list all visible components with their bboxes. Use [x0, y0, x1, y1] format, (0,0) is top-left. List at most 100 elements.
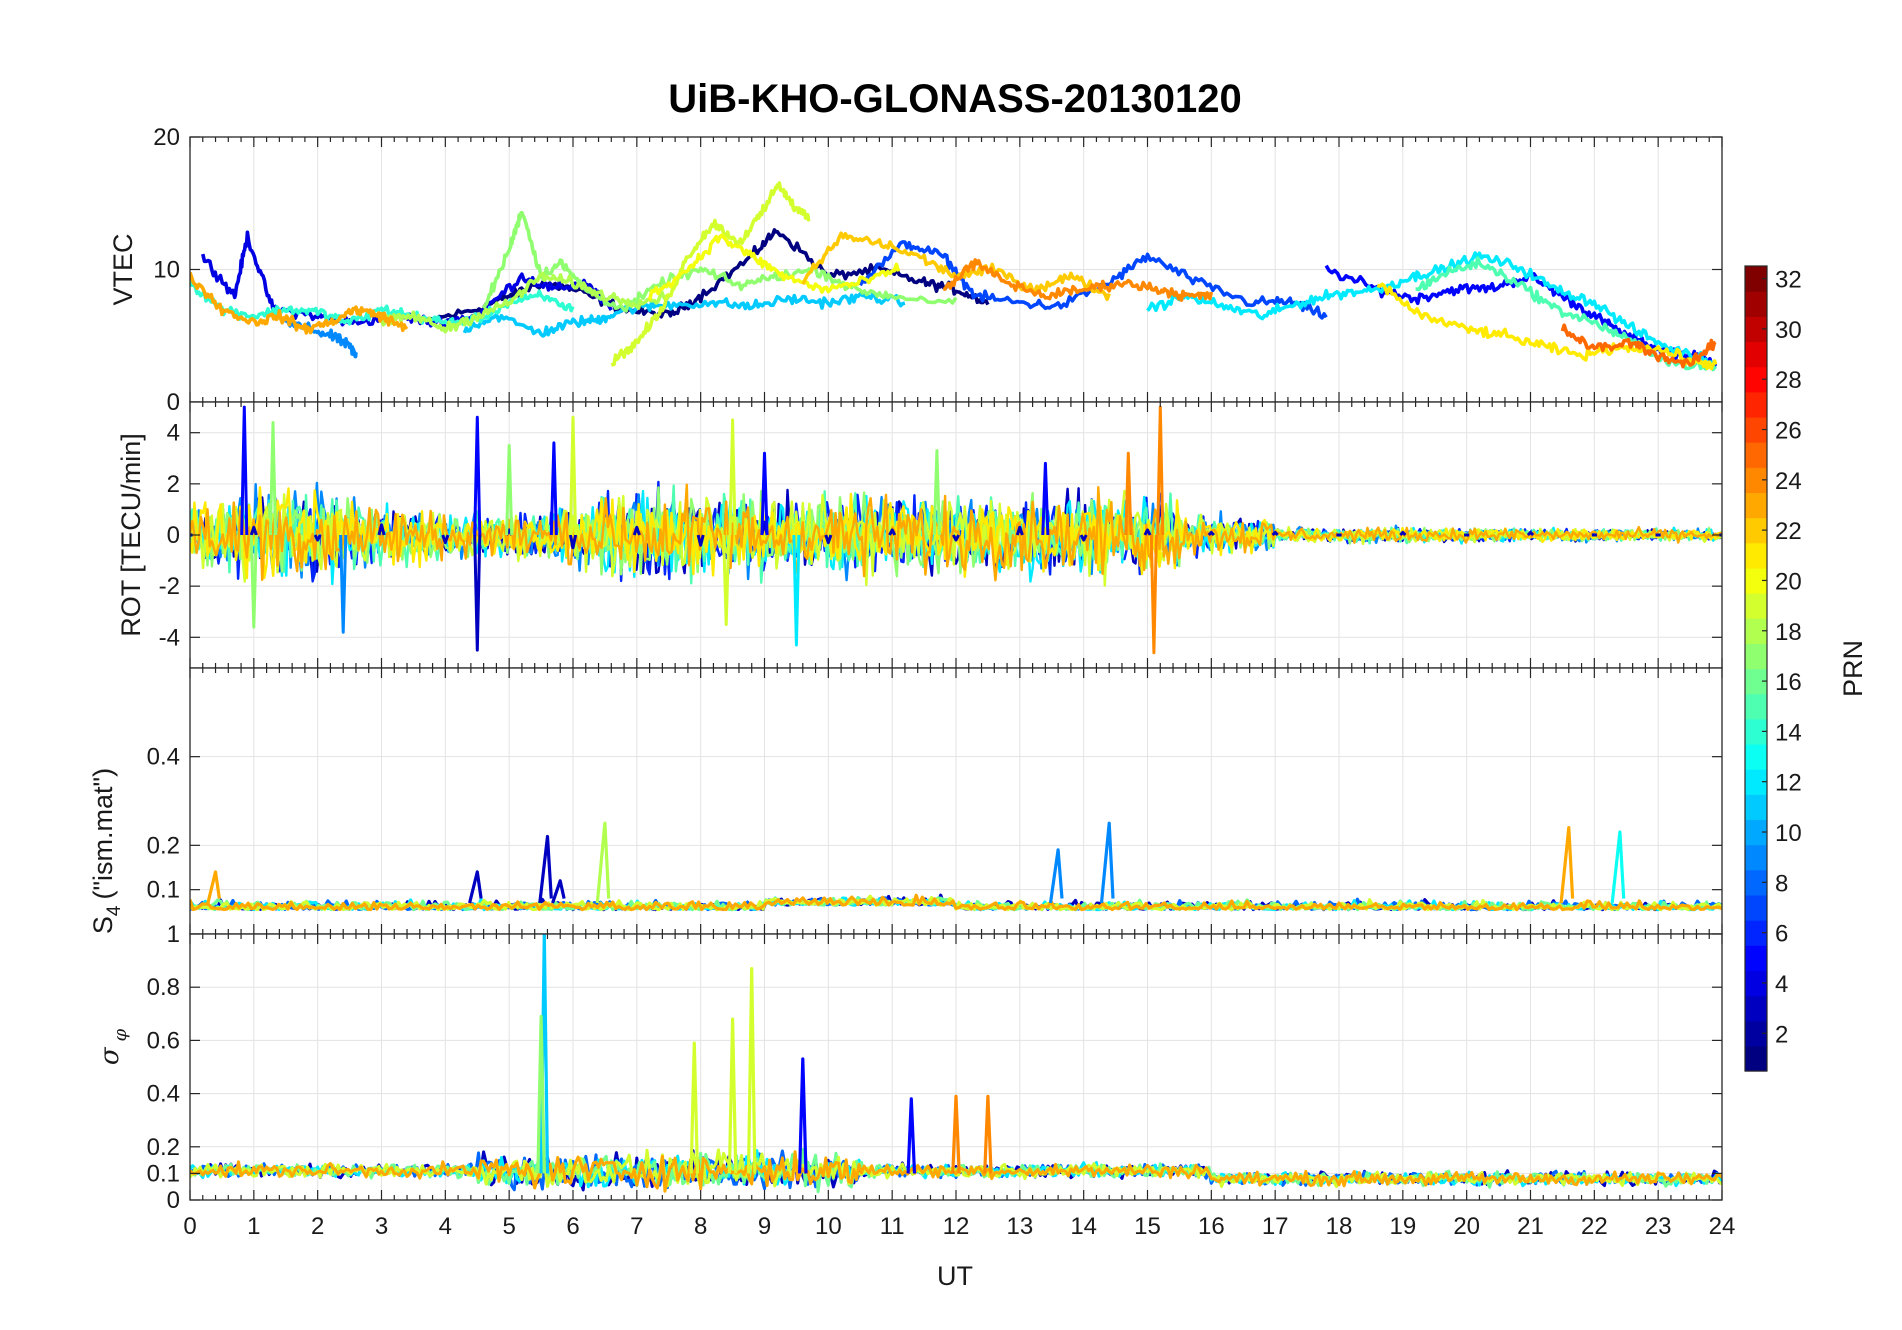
y-tick-label: 0.1	[147, 877, 180, 904]
rot-spike-prn-3	[824, 534, 833, 545]
colorbar-swatch-prn-14	[1745, 718, 1767, 745]
colorbar-tick-label: 18	[1775, 619, 1802, 646]
rot-spike-prn-24	[1124, 451, 1133, 536]
colorbar-swatch-prn-5	[1745, 945, 1767, 971]
vtec-line-prn-7	[858, 240, 1328, 320]
rot-spike-prn-3	[1143, 528, 1152, 536]
colorbar-swatch-prn-27	[1745, 391, 1767, 418]
colorbar-swatch-prn-16	[1745, 668, 1767, 695]
y-tick-label: 0.4	[147, 744, 180, 771]
y-axis-label-sub: 4	[104, 905, 125, 916]
colorbar-swatch-prn-6	[1745, 920, 1767, 946]
rot-spike-prn-24	[1156, 405, 1165, 536]
rot-spike-prn-19	[568, 415, 578, 536]
colorbar-swatch-prn-29	[1745, 341, 1767, 368]
rot-trace-prn-23	[190, 483, 1722, 582]
s4-spike-prn-18	[595, 821, 611, 904]
series-layer-vtec	[190, 181, 1718, 372]
y-ticks-s4	[190, 756, 1722, 891]
y-tick-label: -4	[159, 624, 180, 651]
y-tick-label: 0	[167, 522, 180, 549]
colorbar-tick-label: 14	[1775, 719, 1802, 746]
x-tick-label: 12	[943, 1213, 970, 1240]
colorbar-tick-label: 30	[1775, 317, 1802, 344]
colorbar-tick-label: 4	[1775, 971, 1788, 998]
y-axis-label-sub: φ	[110, 1028, 131, 1041]
sigma-spike-prn-17	[536, 1014, 546, 1174]
colorbar-frame	[1744, 265, 1768, 1072]
s4-spike-prn-23	[206, 870, 221, 904]
colorbar-swatch-prn-26	[1745, 416, 1767, 443]
colorbar-swatch-prn-17	[1745, 643, 1767, 670]
colorbar-swatch-prn-13	[1745, 743, 1767, 770]
y-tick-label: 2	[167, 471, 180, 498]
x-tick-label: 2	[311, 1213, 324, 1240]
y-axis-label-main: σ	[95, 1046, 125, 1065]
colorbar-swatch-prn-11	[1745, 794, 1767, 821]
vtec-line-prn-25	[1560, 323, 1717, 369]
y-tick-label: 0.2	[147, 1134, 180, 1161]
sigma-spike-prn-19	[689, 1041, 700, 1174]
y-tick-label: -2	[159, 573, 180, 600]
y-axis-label-s4: S4 ("ism.mat")	[88, 768, 125, 934]
x-tick-label: 16	[1198, 1213, 1225, 1240]
s4-spike-prn-9	[1048, 848, 1064, 904]
x-tick-label: 17	[1262, 1213, 1289, 1240]
y-axis-label-rest: ("ism.mat")	[88, 768, 118, 900]
rot-spike-prn-5	[240, 405, 249, 536]
colorbar-swatch-prn-28	[1745, 366, 1767, 393]
rot-spike-prn-3	[473, 534, 482, 652]
rot-spike-prn-3	[632, 525, 641, 536]
rot-spike-prn-3	[1271, 530, 1279, 537]
y-tick-label: 0.6	[147, 1027, 180, 1054]
s4-spike-prn-3	[551, 879, 566, 904]
colorbar-swatch-prn-3	[1745, 995, 1767, 1022]
vtec-line-prn-20	[647, 233, 901, 301]
rot-spike-prn-3	[1399, 530, 1407, 537]
x-tick-label: 9	[758, 1213, 771, 1240]
x-tick-label: 8	[694, 1213, 707, 1240]
colorbar-tick-label: 12	[1775, 770, 1802, 797]
colorbar-swatch-prn-30	[1745, 316, 1767, 343]
colorbar-swatch-prn-21	[1745, 542, 1767, 569]
x-ticks-vtec	[189, 137, 1723, 402]
s4-spike-prn-13	[1610, 830, 1626, 904]
rot-spike-prn-5	[760, 451, 769, 536]
x-ticks-rot	[189, 402, 1723, 668]
sigma-spike-prn-19	[727, 1017, 738, 1174]
colorbar-swatch-prn-1	[1745, 1045, 1767, 1072]
rot-spike-prn-3	[1015, 525, 1024, 536]
rot-spike-prn-5	[473, 415, 482, 536]
rot-spike-prn-3	[377, 523, 386, 536]
panel-vtec: 0 10 20 VTEC	[108, 124, 1723, 416]
x-tick-label: 21	[1517, 1213, 1544, 1240]
s4-spike-prn-3	[538, 834, 553, 904]
series-layer-rot	[190, 405, 1722, 655]
x-tick-label: 24	[1709, 1213, 1736, 1240]
rot-spike-prn-24	[1149, 534, 1158, 655]
rot-spike-prn-17	[932, 449, 941, 536]
s4-spike-prn-23	[1559, 826, 1575, 904]
colorbar-swatch-prn-18	[1745, 618, 1767, 644]
rot-spike-prn-3	[313, 534, 322, 542]
y-tick-label: 0	[167, 1187, 180, 1214]
s4-spike-prn-3	[468, 870, 483, 904]
rot-spike-prn-17	[268, 421, 277, 536]
rot-spike-prn-3	[1526, 530, 1535, 537]
colorbar-tick-label: 10	[1775, 820, 1802, 847]
x-tick-label: 3	[375, 1213, 388, 1240]
s4-trace-prn-23	[190, 893, 1722, 912]
s4-spike-prn-9	[1099, 821, 1115, 904]
vtec-line-prn-11	[462, 291, 906, 338]
x-tick-label: 18	[1326, 1213, 1353, 1240]
grid-s4	[189, 668, 1723, 934]
x-tick-label: 22	[1581, 1213, 1608, 1240]
y-tick-label: 0.4	[147, 1081, 180, 1108]
sigma-spike-prn-24	[983, 1094, 993, 1174]
panel-sigma: 00.10.2 0.4 0.6 0.8 1 σφ	[95, 921, 1723, 1214]
x-tick-label: 19	[1389, 1213, 1416, 1240]
rot-spike-prn-17	[249, 534, 258, 629]
sigma-trace-prn-23	[190, 1150, 1722, 1193]
x-tick-label: 13	[1006, 1213, 1033, 1240]
x-tick-label: 0	[183, 1213, 196, 1240]
